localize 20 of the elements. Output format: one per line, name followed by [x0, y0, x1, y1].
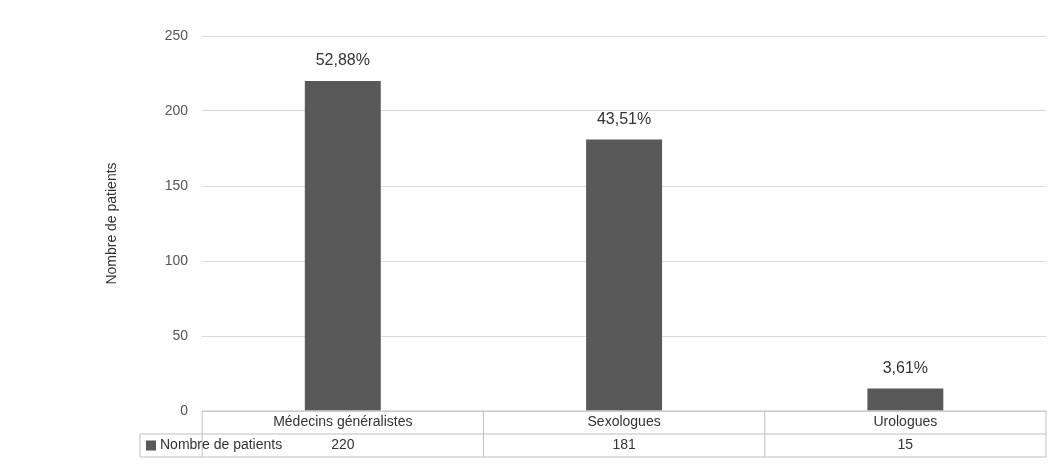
data-label: 15: [897, 436, 914, 453]
y-tick-label: 200: [164, 101, 189, 118]
annotation: 43,51%: [596, 109, 652, 127]
x-tick-label: Médecins généralistes: [273, 413, 413, 430]
y-tick-label: 0: [180, 401, 189, 418]
y-tick-label: 50: [172, 326, 189, 343]
x-tick-label: Urologues: [873, 413, 938, 430]
legend-label: Nombre de patients: [160, 436, 283, 453]
data-label: 220: [331, 436, 355, 453]
x-tick-label: Sexologues: [587, 413, 661, 430]
annotation: 52,88%: [315, 51, 370, 69]
bar: [867, 388, 944, 411]
y-tick-label: 250: [164, 26, 189, 43]
bar: [586, 139, 663, 411]
bar: [304, 81, 381, 411]
y-tick-label: 100: [164, 251, 189, 268]
y-tick-label: 150: [164, 176, 189, 193]
annotation: 3,61%: [882, 358, 929, 376]
data-label: 181: [612, 436, 636, 453]
y-axis-title: Nombre de patients: [103, 162, 120, 285]
